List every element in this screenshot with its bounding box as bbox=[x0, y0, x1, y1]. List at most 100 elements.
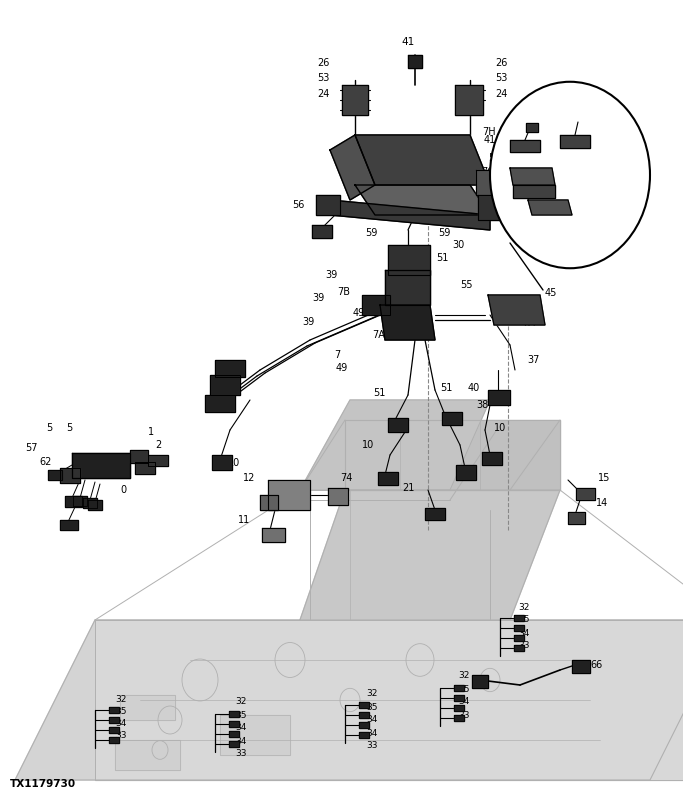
Polygon shape bbox=[513, 185, 555, 198]
Polygon shape bbox=[115, 740, 180, 770]
Polygon shape bbox=[229, 711, 239, 717]
Polygon shape bbox=[510, 168, 555, 185]
Text: 7H: 7H bbox=[482, 127, 496, 137]
Text: 7B: 7B bbox=[337, 287, 350, 297]
Text: 34: 34 bbox=[115, 720, 126, 728]
Polygon shape bbox=[215, 360, 245, 377]
Text: 55: 55 bbox=[460, 280, 473, 290]
Polygon shape bbox=[388, 245, 430, 275]
Text: 40: 40 bbox=[468, 383, 480, 393]
Polygon shape bbox=[342, 85, 368, 115]
Polygon shape bbox=[212, 455, 232, 470]
Text: 53: 53 bbox=[318, 73, 330, 83]
Text: 45: 45 bbox=[545, 288, 557, 298]
Text: 51: 51 bbox=[374, 388, 386, 398]
Text: 26: 26 bbox=[318, 58, 330, 68]
Polygon shape bbox=[388, 418, 408, 432]
Text: 51: 51 bbox=[436, 253, 448, 263]
Text: 21: 21 bbox=[402, 483, 415, 493]
Polygon shape bbox=[359, 712, 369, 718]
Text: 10: 10 bbox=[227, 458, 240, 468]
Polygon shape bbox=[514, 635, 524, 641]
Polygon shape bbox=[514, 615, 524, 621]
Text: 34: 34 bbox=[235, 724, 247, 732]
Polygon shape bbox=[528, 200, 572, 215]
Polygon shape bbox=[210, 375, 240, 395]
Text: 35: 35 bbox=[518, 615, 529, 625]
Polygon shape bbox=[526, 123, 538, 132]
Text: 32: 32 bbox=[235, 697, 247, 707]
Polygon shape bbox=[48, 470, 62, 480]
Text: 7: 7 bbox=[334, 350, 340, 360]
Text: 59: 59 bbox=[365, 228, 378, 238]
Polygon shape bbox=[514, 645, 524, 651]
Text: 66: 66 bbox=[590, 660, 602, 670]
Text: 2: 2 bbox=[155, 440, 161, 450]
Polygon shape bbox=[454, 705, 464, 711]
Polygon shape bbox=[120, 695, 175, 720]
Polygon shape bbox=[88, 500, 102, 510]
Polygon shape bbox=[109, 717, 119, 723]
Text: 63: 63 bbox=[50, 473, 62, 483]
Text: 39: 39 bbox=[313, 293, 325, 303]
Text: 7G: 7G bbox=[482, 167, 495, 177]
Polygon shape bbox=[488, 390, 510, 405]
Text: 62: 62 bbox=[40, 457, 52, 467]
Polygon shape bbox=[482, 452, 502, 465]
Polygon shape bbox=[73, 496, 87, 506]
Polygon shape bbox=[205, 395, 235, 412]
Text: 34: 34 bbox=[366, 716, 378, 724]
Polygon shape bbox=[345, 420, 560, 490]
Text: 7C,7D,7E: 7C,7D,7E bbox=[564, 120, 606, 130]
Text: 51: 51 bbox=[440, 383, 452, 393]
Polygon shape bbox=[355, 135, 490, 185]
Polygon shape bbox=[408, 55, 422, 68]
Polygon shape bbox=[560, 135, 590, 148]
Text: 10: 10 bbox=[494, 423, 506, 433]
Polygon shape bbox=[568, 512, 585, 524]
Text: 1: 1 bbox=[148, 427, 154, 437]
Polygon shape bbox=[510, 140, 540, 152]
Text: 39: 39 bbox=[326, 270, 338, 280]
Text: 7A: 7A bbox=[372, 330, 385, 340]
Text: 34: 34 bbox=[235, 736, 247, 746]
Text: 0: 0 bbox=[120, 485, 126, 495]
Polygon shape bbox=[220, 715, 290, 755]
Polygon shape bbox=[425, 508, 445, 520]
Polygon shape bbox=[359, 702, 369, 708]
Text: 32: 32 bbox=[366, 689, 378, 699]
Text: 35: 35 bbox=[458, 685, 469, 693]
Text: 32: 32 bbox=[458, 672, 469, 681]
Polygon shape bbox=[148, 455, 168, 466]
Polygon shape bbox=[514, 625, 524, 631]
Text: 33: 33 bbox=[518, 642, 529, 650]
Polygon shape bbox=[109, 737, 119, 743]
Text: 33: 33 bbox=[458, 711, 469, 720]
Polygon shape bbox=[15, 620, 683, 780]
Polygon shape bbox=[328, 488, 348, 505]
Polygon shape bbox=[576, 488, 595, 500]
Polygon shape bbox=[454, 695, 464, 701]
Polygon shape bbox=[95, 620, 683, 780]
Text: 5: 5 bbox=[46, 423, 52, 433]
Text: 37: 37 bbox=[527, 355, 540, 365]
Polygon shape bbox=[60, 468, 80, 483]
Polygon shape bbox=[455, 85, 483, 115]
Polygon shape bbox=[300, 490, 560, 620]
Polygon shape bbox=[229, 731, 239, 737]
Text: 41: 41 bbox=[484, 135, 497, 145]
Polygon shape bbox=[330, 135, 375, 200]
Text: 34: 34 bbox=[366, 728, 378, 738]
Polygon shape bbox=[229, 741, 239, 747]
Polygon shape bbox=[268, 480, 310, 510]
Text: 35: 35 bbox=[235, 711, 247, 720]
Circle shape bbox=[490, 82, 650, 268]
Text: 26: 26 bbox=[495, 58, 507, 68]
Text: 34: 34 bbox=[518, 629, 529, 638]
Text: 53: 53 bbox=[495, 73, 507, 83]
Text: 15: 15 bbox=[598, 473, 611, 483]
Polygon shape bbox=[355, 185, 490, 215]
Text: 7F: 7F bbox=[570, 201, 581, 209]
Text: 12: 12 bbox=[242, 473, 255, 483]
Text: 49: 49 bbox=[336, 363, 348, 373]
